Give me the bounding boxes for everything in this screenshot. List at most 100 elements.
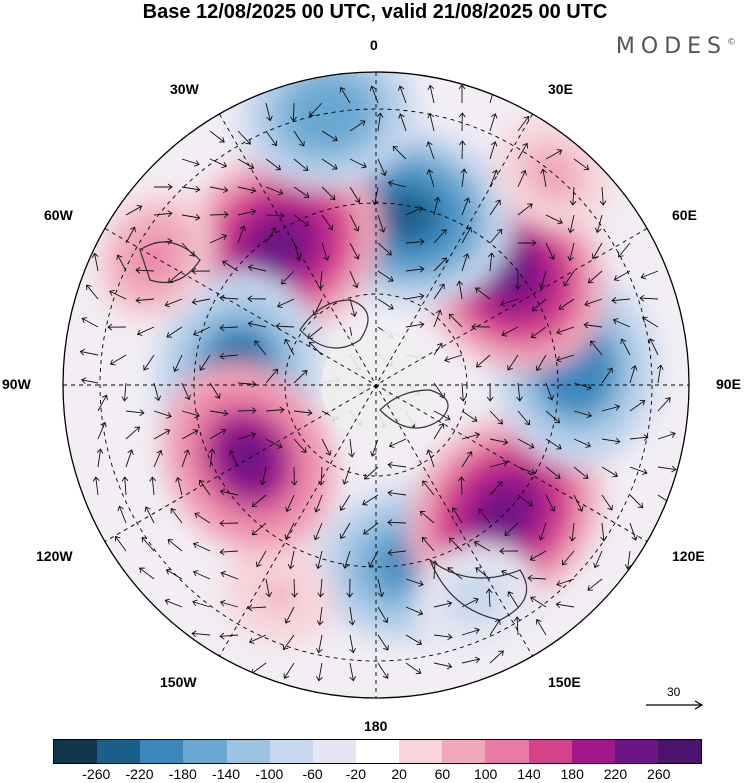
wind-vector-arrow [489, 460, 509, 468]
wind-vector-arrow [611, 297, 631, 304]
wind-vector-arrow [86, 284, 99, 300]
wind-vector-arrow [339, 86, 351, 104]
wind-vector-arrow [583, 321, 603, 329]
wind-vector-arrow [499, 547, 519, 555]
lon-label-60w: 60W [44, 207, 73, 223]
wind-vector-arrow [489, 169, 499, 188]
wind-vector-arrow [538, 270, 547, 290]
wind-vector-arrow [527, 574, 547, 582]
wind-vector-arrow [247, 604, 267, 612]
wind-vector-arrow [265, 212, 285, 220]
wind-vector-arrow [339, 494, 351, 511]
colorbar-swatch [657, 740, 702, 763]
wind-vector-arrow [458, 84, 466, 104]
wind-vector-arrow [591, 242, 603, 260]
wind-vector-arrow [377, 214, 386, 233]
wind-vector-arrow [282, 634, 295, 651]
wind-vector-arrow [618, 242, 631, 258]
wind-vector-arrow [545, 242, 556, 260]
wind-vector-arrow [545, 382, 554, 401]
wind-vector-arrow [567, 242, 575, 262]
wind-vector-arrow [290, 102, 297, 122]
wind-vector-arrow [348, 606, 356, 626]
wind-vector-arrow [461, 226, 472, 244]
wind-vector-arrow [293, 409, 313, 417]
wind-vector-arrow [405, 321, 425, 329]
wind-vector-arrow [489, 113, 498, 132]
lon-label-150e: 150E [548, 674, 581, 690]
wind-vector-arrow [517, 410, 531, 426]
wind-vector-arrow [342, 550, 351, 569]
wind-vector-arrow [363, 522, 379, 535]
wind-vector-arrow [248, 634, 267, 644]
reference-vector-head [694, 700, 704, 710]
wind-vector-arrow [219, 324, 239, 332]
lon-label-90w: 90W [2, 376, 31, 392]
wind-vector-arrow [587, 270, 603, 284]
wind-vector-arrow [629, 400, 646, 412]
wind-vector-arrow [458, 476, 465, 496]
wind-vector-arrow [461, 627, 480, 636]
colorbar-swatch [97, 740, 141, 763]
wind-vector-arrow [405, 293, 425, 300]
wind-vector-arrow [141, 536, 155, 552]
anomaly-contour [223, 431, 274, 486]
wind-vector-arrow [593, 550, 603, 569]
wind-vector-arrow [209, 186, 229, 194]
colorbar-swatch [442, 740, 486, 763]
wind-vector-arrow [456, 280, 464, 300]
wind-vector-arrow [573, 438, 592, 448]
wind-vector-arrow [507, 591, 519, 608]
colorbar [53, 739, 702, 764]
wind-vector-arrow [251, 494, 267, 508]
lon-label-90e: 90E [716, 376, 741, 392]
wind-vector-arrow [517, 203, 533, 216]
wind-vector-arrow [629, 494, 644, 509]
wind-vector-arrow [648, 338, 659, 356]
wind-vector-arrow [545, 438, 562, 450]
lon-label-30w: 30W [170, 81, 199, 97]
wind-vector-arrow [368, 550, 379, 568]
wind-vector-arrow [276, 298, 295, 309]
colorbar-tick-label: 20 [391, 766, 407, 782]
colorbar-tick-label: -20 [345, 766, 366, 782]
wind-vector-arrow [153, 183, 173, 191]
wind-vector-arrow [489, 410, 504, 425]
wind-vector-arrow [387, 180, 407, 188]
wind-vector-arrow [377, 158, 387, 177]
wind-vector-arrow [209, 428, 227, 440]
wind-vector-arrow [181, 158, 200, 167]
wind-vector-arrow [116, 254, 127, 272]
lon-label-150w: 150W [160, 674, 197, 690]
wind-vector-arrow [173, 354, 183, 373]
wind-vector-arrow [488, 252, 495, 272]
wind-vector-arrow [489, 228, 503, 244]
wind-vector-arrow [97, 421, 107, 440]
wind-vector-arrow [377, 270, 394, 282]
lon-label-30e: 30E [548, 81, 573, 97]
wind-vector-arrow [96, 448, 104, 468]
wind-vector-arrow [459, 140, 466, 160]
wind-vector-arrow [601, 494, 613, 511]
wind-vector-arrow [209, 130, 225, 143]
wind-vector-arrow [316, 634, 323, 654]
wind-vector-arrow [316, 606, 324, 626]
wind-vector-arrow [309, 102, 323, 117]
wind-vector-arrow [107, 323, 127, 331]
colorbar-tick-label: 140 [517, 766, 541, 782]
lon-label-60e: 60E [672, 207, 697, 223]
wind-vector-arrow [170, 508, 183, 524]
wind-vector-arrow [265, 368, 279, 384]
wind-vector-arrow [485, 588, 493, 608]
wind-vector-arrow [377, 606, 389, 624]
wind-vector-arrow [531, 298, 547, 312]
wind-vector-arrow [313, 494, 323, 513]
wind-vector-arrow [349, 662, 356, 682]
wind-vector-arrow [387, 461, 407, 469]
wind-vector-arrow [313, 522, 323, 541]
wind-vector-arrow [349, 214, 360, 232]
wind-vector-arrow [315, 550, 323, 570]
wind-vector-arrow [620, 338, 631, 356]
wind-vector-arrow [125, 205, 143, 216]
wind-vector-arrow [135, 266, 155, 274]
